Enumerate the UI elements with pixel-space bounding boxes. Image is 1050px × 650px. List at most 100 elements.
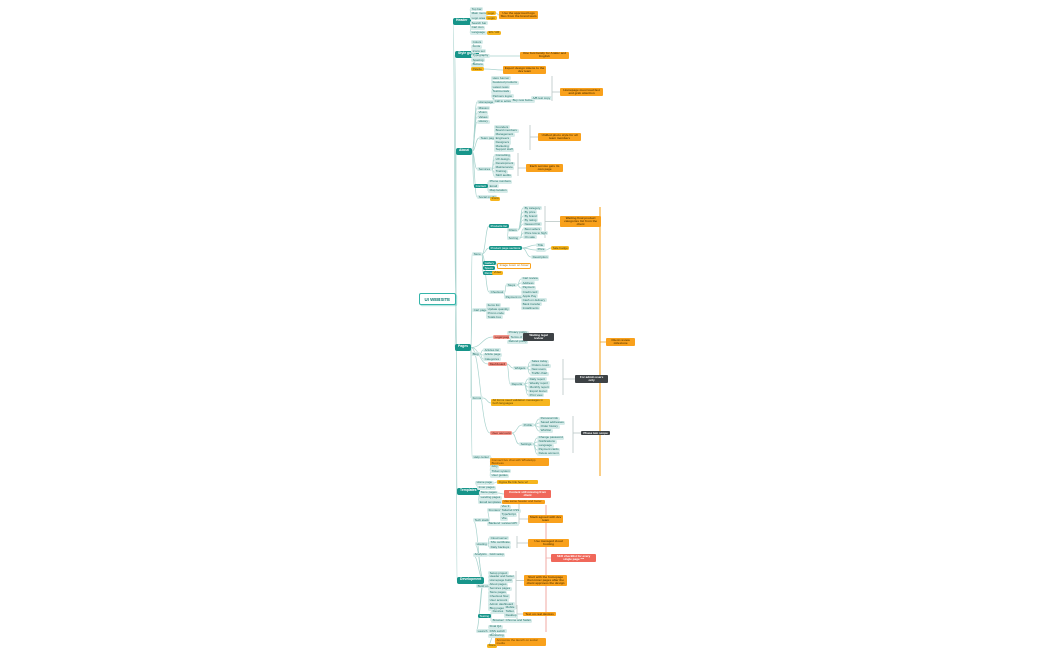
node-c2[interactable]: Board members	[494, 128, 519, 134]
node-ho0[interactable]: Hosting	[475, 541, 489, 547]
node-c4[interactable]: Engineers	[494, 135, 511, 141]
node-k1d[interactable]: Vite	[500, 516, 509, 521]
node-e0[interactable]: Contact	[474, 183, 488, 189]
node-se5[interactable]: Delete account	[537, 451, 561, 456]
node-hc0[interactable]: Help center	[472, 454, 491, 460]
node-rp5[interactable]: Print view	[528, 392, 545, 398]
node-bo7[interactable]: Checkout flow	[488, 593, 511, 599]
node-la2[interactable]: DNS switch	[488, 628, 507, 634]
node-a5[interactable]: Partners logos	[491, 93, 514, 99]
node-st0[interactable]: Store	[472, 251, 483, 257]
section-node-s3[interactable]: About	[456, 148, 472, 155]
node-pr2[interactable]: Saved addresses	[539, 420, 566, 425]
node-oc5[interactable]: Unified photo style for all team members	[538, 133, 582, 141]
node-k1b[interactable]: Tailwind CSS	[500, 508, 521, 513]
node-hc3[interactable]: User guides	[490, 473, 510, 478]
node-te0[interactable]: Testing	[478, 613, 491, 619]
node-w4[interactable]: Traffic chart	[530, 371, 549, 376]
node-dn0[interactable]: Done	[487, 643, 498, 648]
node-d1[interactable]: Consulting	[494, 153, 512, 158]
node-dc2[interactable]: For admin users only	[575, 375, 609, 383]
node-e3[interactable]: Map location	[488, 188, 509, 193]
node-m1[interactable]: Mission	[477, 105, 491, 111]
node-c7[interactable]: Support staff	[494, 147, 515, 153]
node-g2[interactable]: Specs	[483, 265, 495, 271]
node-e1[interactable]: Phone numbers	[488, 179, 513, 184]
node-oc9[interactable]: Stack agreed with dev team	[528, 514, 564, 523]
node-st4b[interactable]: Price	[536, 247, 547, 252]
node-m4[interactable]: History	[477, 119, 490, 124]
node-a6[interactable]: Call to action	[493, 98, 514, 104]
node-oc12[interactable]: Test on real devices	[523, 612, 557, 617]
node-w1[interactable]: Sales today	[530, 359, 549, 364]
node-rp4[interactable]: Export Excel	[528, 388, 549, 394]
node-oc6[interactable]: Each service gets its own page	[526, 164, 564, 172]
node-h3b[interactable]: Login	[486, 15, 497, 21]
node-ho3[interactable]: Daily backups	[489, 544, 511, 550]
node-r1[interactable]: Dashboard	[488, 361, 507, 367]
node-bo4[interactable]: About pages	[488, 582, 509, 588]
node-pr0[interactable]: Profile	[522, 422, 534, 428]
node-h5[interactable]: Cart icon	[470, 25, 486, 30]
node-w2[interactable]: Orders count	[530, 363, 551, 368]
node-t5[interactable]: Email templates	[478, 499, 503, 505]
node-bo8[interactable]: User account	[488, 597, 509, 603]
node-h1[interactable]: Top bar	[470, 6, 484, 12]
node-c3[interactable]: Management	[494, 132, 515, 138]
node-st3[interactable]: Sorting	[507, 235, 520, 241]
node-oc2[interactable]: One font family for Arabic and English	[520, 51, 570, 60]
node-ck2e[interactable]: Installments	[521, 305, 541, 311]
node-st4a[interactable]: Title	[536, 242, 545, 248]
node-se3[interactable]: Language	[537, 443, 554, 448]
node-f1s[interactable]: Icons	[490, 196, 501, 201]
node-bl1[interactable]: Articles list	[483, 347, 501, 353]
node-ow1[interactable]: Connect live chat with WhatsApp Business	[490, 458, 550, 466]
node-ck2d[interactable]: Bank transfer	[521, 301, 543, 307]
node-a7[interactable]: Buy now button	[511, 98, 535, 103]
node-t2[interactable]: Inner pages	[477, 485, 497, 490]
node-bo9[interactable]: Admin dashboard	[488, 601, 515, 607]
node-ct0[interactable]: Cart page	[472, 307, 489, 313]
node-stf4[interactable]: By rating	[523, 217, 539, 223]
node-a0[interactable]: Homepage	[477, 99, 495, 105]
node-d5[interactable]: Training	[494, 169, 508, 174]
node-ow2[interactable]: Use same header and footer	[502, 499, 546, 504]
node-bo3[interactable]: Homepage build	[488, 578, 514, 584]
node-ct1[interactable]: Items list	[486, 302, 502, 308]
node-te1b[interactable]: Tablet	[504, 609, 516, 614]
node-se1[interactable]: Change password	[537, 435, 565, 440]
node-st4[interactable]: Product page sections	[489, 245, 522, 251]
node-st4c[interactable]: Description	[531, 254, 550, 260]
node-pr1[interactable]: Personal info	[539, 416, 560, 421]
node-oc11[interactable]: Start with the homepage then inner pages…	[524, 575, 568, 587]
node-c6[interactable]: Marketing	[494, 143, 511, 149]
node-r0a[interactable]: Privacy policy	[507, 330, 529, 335]
section-node-s1[interactable]: Header	[453, 18, 471, 25]
section-node-s2[interactable]: Style guide	[455, 51, 480, 58]
node-ct2[interactable]: Update quantity	[486, 306, 511, 312]
node-g1[interactable]: Gallery	[483, 260, 496, 266]
root-node-root[interactable]: UI WEBSITE	[419, 293, 456, 306]
node-te1a[interactable]: Mobile	[504, 605, 517, 610]
node-oc1[interactable]: Use the approved logo files from the bra…	[499, 10, 539, 19]
node-w0[interactable]: Widgets	[513, 365, 528, 371]
node-te1[interactable]: Devices	[491, 609, 505, 614]
node-ck2[interactable]: Payment methods	[504, 294, 532, 300]
section-node-s6[interactable]: Development	[457, 577, 485, 584]
node-hc2[interactable]: Ticket system	[490, 468, 512, 474]
node-h3[interactable]: Logo area	[470, 15, 487, 21]
node-pr3[interactable]: Order history	[539, 424, 560, 429]
node-st4y[interactable]: Sale badge	[551, 245, 570, 251]
node-stf5[interactable]: Newest first	[523, 221, 542, 227]
node-w3[interactable]: New users	[530, 367, 548, 372]
node-k1c[interactable]: TypeScript	[500, 512, 518, 517]
node-yw2[interactable]: Figma file link here v2	[497, 480, 539, 485]
node-la3[interactable]: Monitoring	[488, 633, 506, 638]
node-an0[interactable]: Analytics	[473, 552, 489, 557]
node-e2[interactable]: Email	[488, 183, 499, 189]
node-bo0[interactable]: Build order	[476, 583, 494, 589]
node-stf2[interactable]: By price	[523, 209, 538, 215]
node-r0[interactable]: Legal pages	[493, 334, 514, 340]
node-ct3[interactable]: Promo code	[486, 310, 506, 316]
node-st2[interactable]: Filters	[507, 227, 519, 233]
